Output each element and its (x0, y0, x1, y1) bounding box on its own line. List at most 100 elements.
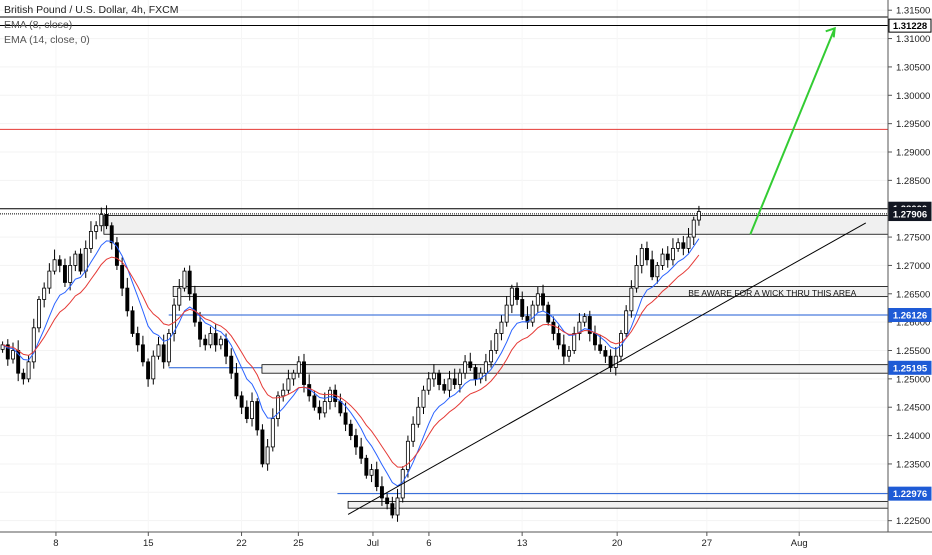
indicator-ema-14[interactable]: EMA (14, close, 0) (4, 34, 90, 46)
candle-body (478, 372, 483, 380)
y-tick-label: 1.25500 (896, 346, 930, 357)
y-tick-label: 1.22500 (896, 516, 930, 527)
candle-body (535, 293, 540, 306)
candle-body (379, 486, 384, 499)
y-tick-label: 1.30000 (896, 91, 930, 102)
candle-body (109, 225, 114, 244)
candle-body (177, 287, 182, 306)
drawings (347, 26, 867, 515)
candle-body (94, 225, 99, 232)
price-label: 1.25195 (893, 363, 928, 374)
candle-body (452, 378, 457, 385)
candle-body (598, 344, 603, 351)
candle-body (515, 287, 520, 300)
zone-annotation: BE AWARE FOR A WICK THRU THIS AREA (688, 288, 856, 298)
candle-body (556, 333, 561, 346)
candle-body (317, 406, 322, 414)
ema-8-line (2, 238, 700, 487)
sr-zone (103, 215, 889, 235)
price-labels: 1.312281.280001.279061.261261.251951.229… (888, 18, 932, 501)
candle-body (411, 423, 416, 442)
sr-zone (347, 500, 889, 509)
candle-body (520, 299, 525, 317)
sr-zone (261, 364, 889, 374)
candle-body (328, 389, 332, 402)
x-tick-label: Aug (791, 538, 808, 549)
candle-body (213, 333, 218, 346)
candle-body (629, 287, 634, 312)
candle-body (229, 355, 234, 374)
candle-body (88, 231, 93, 249)
candle-body (42, 287, 47, 300)
x-tick-label: 27 (702, 538, 713, 549)
candle-body (541, 293, 545, 306)
candle-body (561, 344, 566, 357)
candle-body (218, 338, 223, 346)
candle-body (156, 344, 161, 357)
horizontal-lines (0, 16, 888, 495)
price-label-box (888, 486, 932, 501)
candle-body (286, 378, 291, 391)
candle-body (660, 253, 665, 266)
candle-body (302, 361, 306, 385)
candle-body (655, 265, 660, 278)
candle-body (57, 259, 62, 266)
candle-body (457, 372, 462, 385)
candle-body (353, 435, 358, 448)
candle-body (551, 321, 556, 334)
y-tick-label: 1.26000 (896, 318, 930, 329)
candle-body (608, 355, 613, 368)
candle-body (182, 270, 187, 289)
candle-body (172, 304, 177, 334)
candle-body (47, 270, 52, 289)
candles (0, 205, 701, 522)
candle-body (447, 378, 452, 391)
candle-body (244, 406, 249, 419)
candle-body (135, 333, 140, 346)
trendline (347, 222, 867, 515)
ema-14-line (2, 254, 700, 468)
candle-body (130, 310, 135, 334)
y-tick-label: 1.27000 (896, 261, 930, 272)
candle-body (5, 344, 10, 360)
candle-body (681, 242, 686, 249)
x-tick-label: 13 (517, 538, 528, 549)
chart-legend: British Pound / U.S. Dollar, 4h, FXCM EM… (4, 3, 178, 48)
candle-body (639, 248, 644, 266)
candle-body (499, 321, 504, 334)
y-tick-label: 1.25000 (896, 374, 930, 385)
candle-body (395, 497, 400, 516)
candle-body (265, 446, 270, 465)
candle-body (21, 372, 26, 380)
candle-body (567, 350, 571, 357)
candle-body (374, 469, 379, 488)
y-tick-label: 1.27500 (896, 233, 930, 244)
time-axis: 8 15 22 25 Jul 6 13 20 27 Aug (53, 532, 808, 549)
candle-body (224, 338, 229, 357)
candle-body (691, 219, 696, 238)
candle-body (390, 503, 395, 516)
candle-body (99, 213, 104, 227)
candle-body (603, 350, 608, 357)
candle-body (26, 361, 31, 380)
indicator-ema-8[interactable]: EMA (8, close) (4, 19, 73, 31)
price-label: 1.27906 (893, 210, 927, 221)
candle-body (369, 469, 374, 476)
symbol-title[interactable]: British Pound / U.S. Dollar, 4h, FXCM (4, 4, 179, 16)
candle-body (31, 327, 36, 363)
candle-body (140, 344, 145, 363)
x-tick-label: Jul (367, 538, 379, 549)
price-label: 1.26126 (893, 311, 927, 322)
candle-body (73, 253, 78, 266)
candle-body (577, 321, 582, 334)
candle-body (473, 367, 478, 380)
candle-body (494, 333, 499, 351)
y-tick-label: 1.29500 (896, 119, 930, 130)
y-tick-label: 1.24000 (896, 431, 930, 442)
y-tick-label: 1.28500 (896, 176, 930, 187)
candle-body (437, 372, 442, 385)
x-tick-label: 25 (293, 538, 304, 549)
candle-body (276, 395, 280, 419)
